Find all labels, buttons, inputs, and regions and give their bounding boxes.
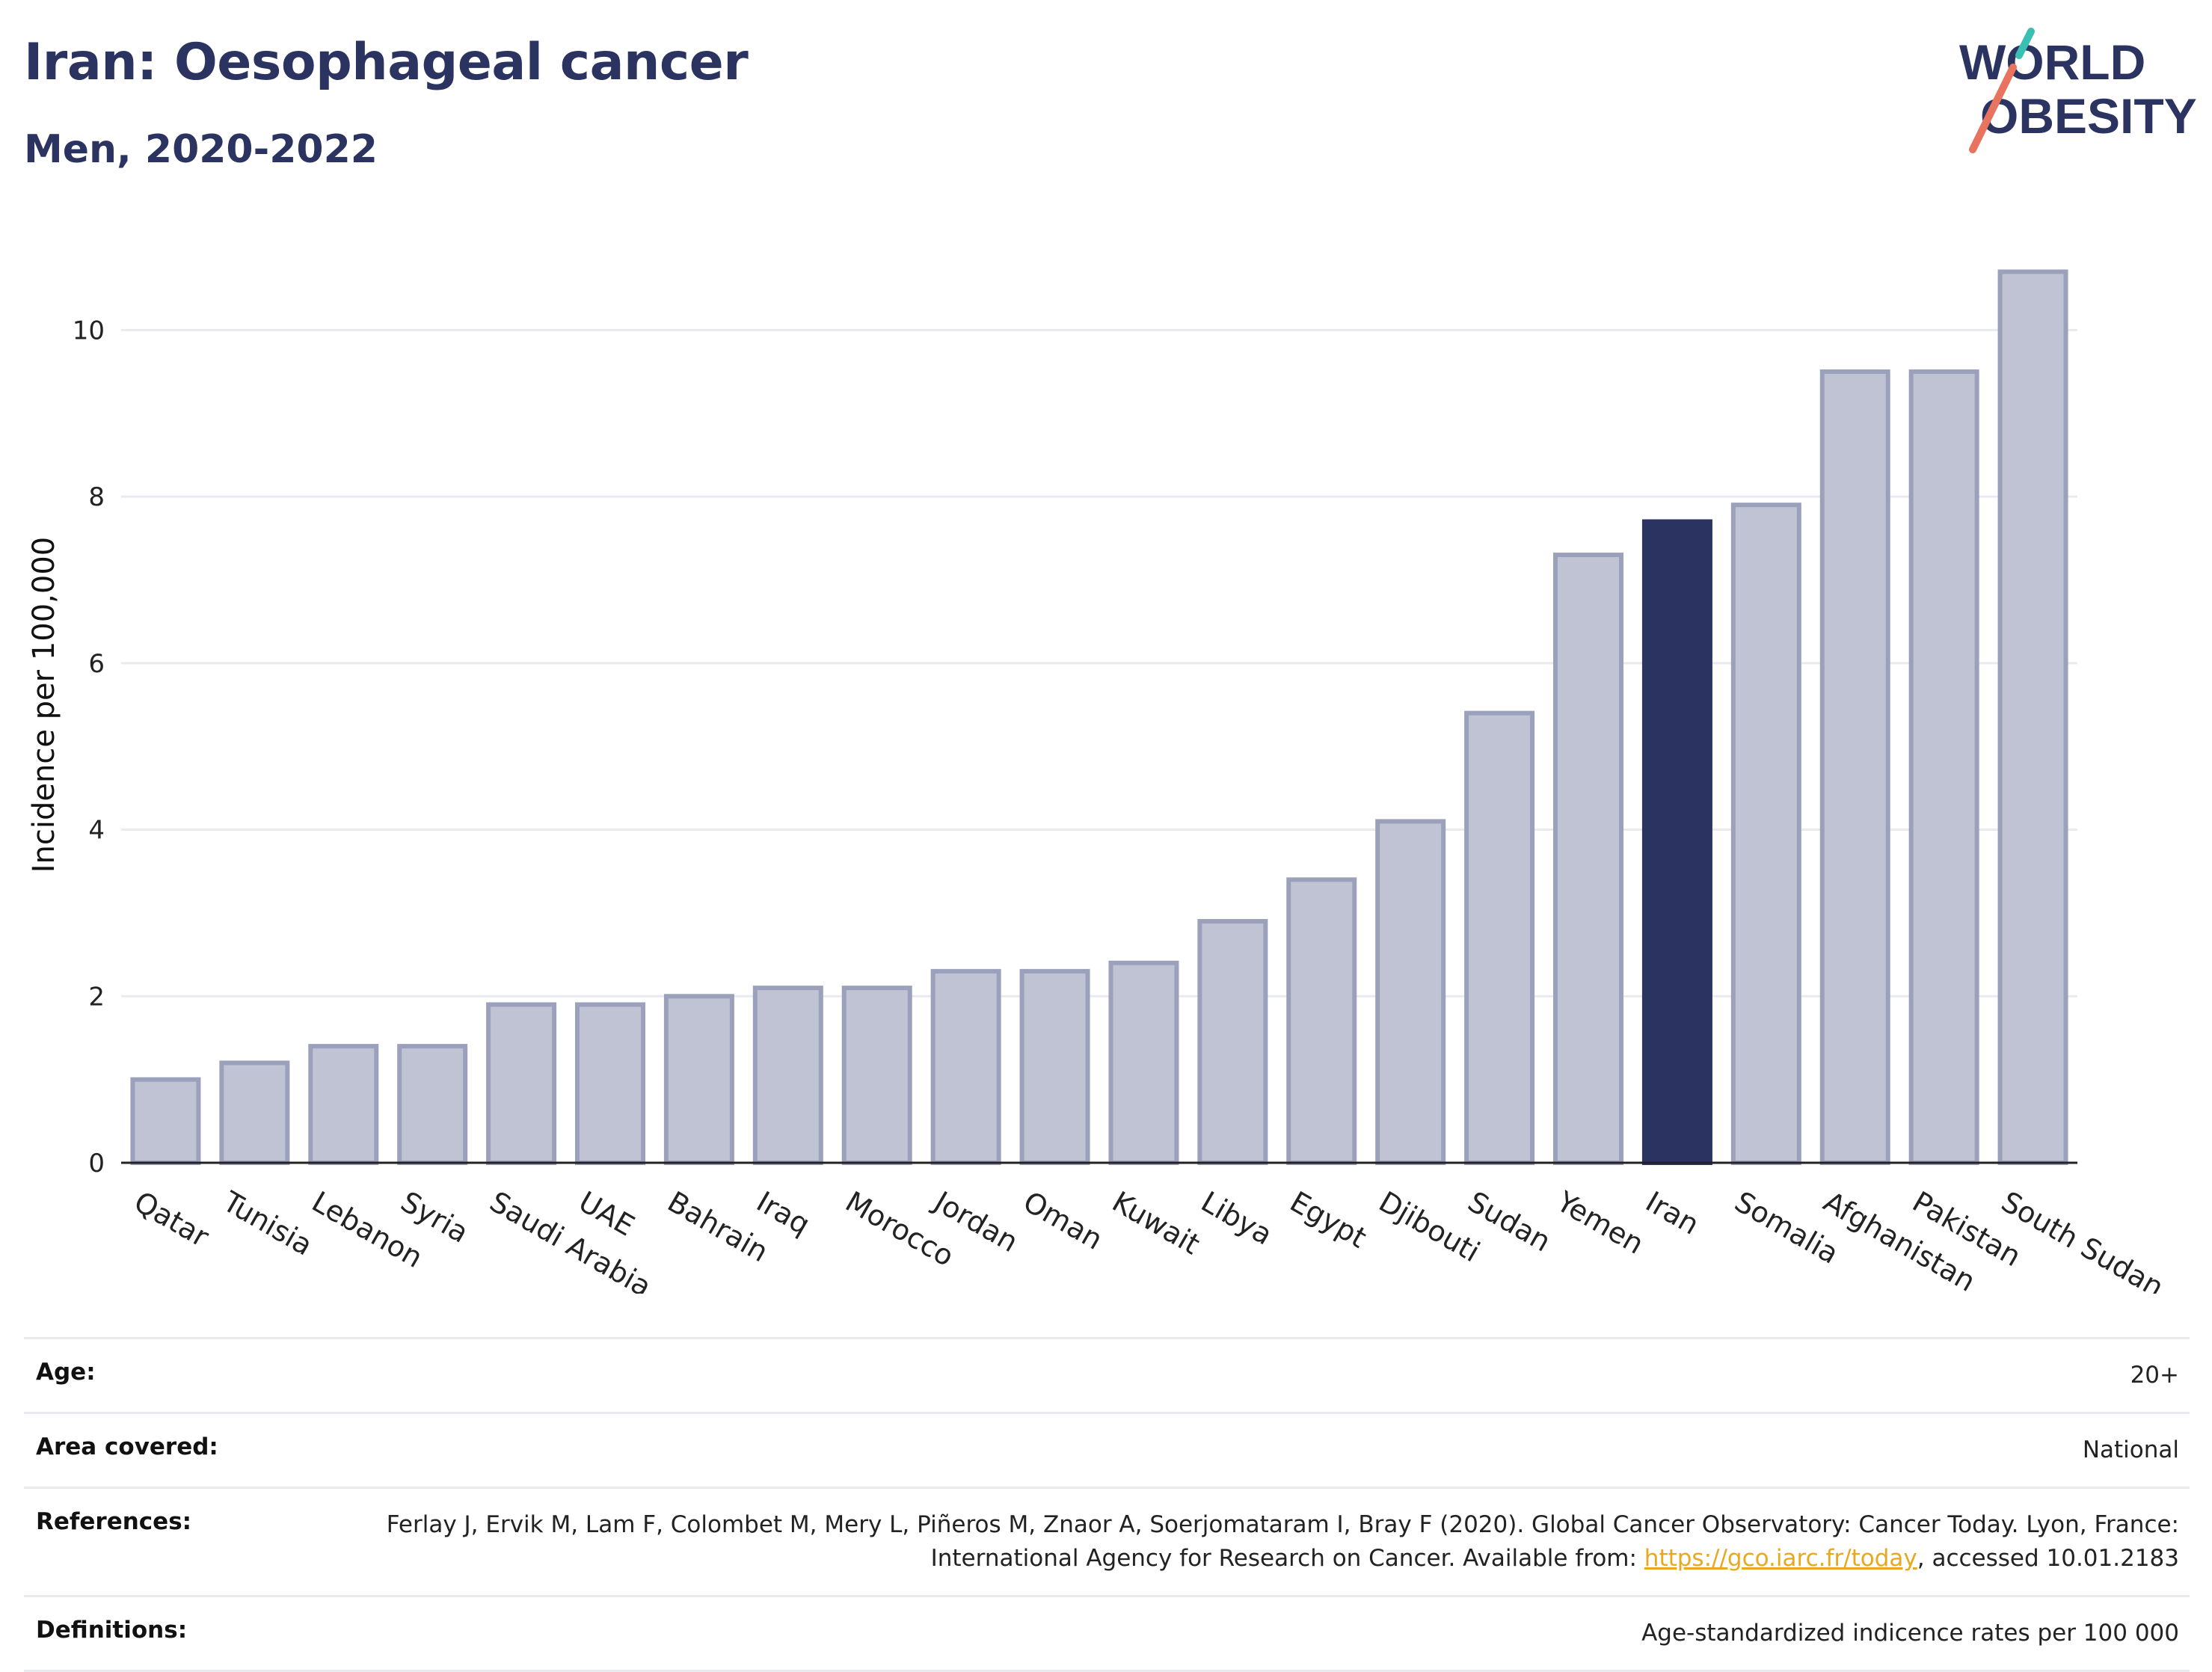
x-tick-label: Djibouti: [1374, 1185, 1486, 1269]
references-link[interactable]: https://gco.iarc.fr/today: [1644, 1544, 1917, 1572]
grid-lines: [121, 328, 2077, 998]
bar-jordan: [930, 968, 1001, 1165]
references-text-part-2: , accessed 10.01.2183: [1917, 1544, 2179, 1572]
x-tick-label: Kuwait: [1107, 1185, 1205, 1261]
y-tick-label: 4: [88, 816, 105, 846]
bar-iraq: [752, 986, 823, 1165]
x-tick-label: Bahrain: [662, 1185, 773, 1269]
x-tick-label: Iran: [1640, 1185, 1704, 1241]
references-value: Ferlay J, Ervik M, Lam F, Colombet M, Me…: [384, 1508, 2179, 1576]
x-tick-label: Yemen: [1551, 1184, 1650, 1261]
area-covered-value: National: [2082, 1436, 2179, 1463]
chart-subtitle: Men, 2020-2022: [24, 127, 378, 172]
y-tick-label: 10: [73, 316, 105, 345]
info-row-definitions: Definitions: Age-standardized indicence …: [24, 1597, 2190, 1672]
y-axis-title: Incidence per 100,000: [27, 537, 61, 873]
bar-pakistan: [1908, 369, 1979, 1166]
x-tick-label: Egypt: [1285, 1185, 1372, 1255]
age-value: 20+: [2130, 1362, 2179, 1389]
bar-yemen: [1553, 553, 1623, 1165]
bar-somalia: [1730, 502, 1801, 1165]
y-tick-label: 0: [88, 1149, 105, 1178]
bar-djibouti: [1375, 819, 1446, 1166]
logo-coral-slash: [1969, 64, 2017, 153]
bar-south-sudan: [1997, 269, 2068, 1166]
bar-egypt: [1286, 877, 1357, 1165]
bar-saudi-arabia: [486, 1002, 557, 1165]
bars: [130, 269, 2068, 1166]
bar-iran: [1641, 519, 1712, 1165]
info-row-references: References: Ferlay J, Ervik M, Lam F, Co…: [24, 1489, 2190, 1597]
bar-kuwait: [1108, 960, 1179, 1166]
definitions-value: Age-standardized indicence rates per 100…: [1641, 1619, 2179, 1647]
info-row-area: Area covered: National: [24, 1414, 2190, 1489]
x-tick-label: Tunisia: [217, 1184, 318, 1262]
y-tick-labels: 0 2 4 6 8 10: [73, 316, 105, 1178]
y-tick-label: 6: [88, 649, 105, 679]
y-tick-label: 2: [88, 982, 105, 1012]
info-table: Age: 20+ Area covered: National Referenc…: [24, 1337, 2190, 1672]
bar-sudan: [1464, 710, 1535, 1165]
bar-libya: [1197, 919, 1268, 1166]
x-tick-label: South Sudan: [1996, 1185, 2169, 1294]
bar-oman: [1019, 968, 1090, 1165]
bar-morocco: [841, 986, 912, 1165]
definitions-label: Definitions:: [36, 1616, 188, 1644]
y-tick-label: 8: [88, 482, 105, 512]
x-tick-label: Oman: [1018, 1185, 1108, 1256]
x-tick-label: Saudi Arabia: [485, 1185, 657, 1294]
logo-line-2: OBESITY: [1980, 88, 2197, 144]
bar-afghanistan: [1819, 369, 1890, 1166]
x-tick-label: Qatar: [129, 1185, 215, 1254]
chart-title: Iran: Oesophageal cancer: [24, 33, 749, 92]
bar-bahrain: [663, 994, 734, 1165]
world-obesity-logo: WORLD OBESITY: [1959, 28, 2197, 153]
age-label: Age:: [36, 1359, 96, 1386]
bar-syria: [397, 1044, 468, 1166]
info-row-age: Age: 20+: [24, 1339, 2190, 1414]
bar-uae: [575, 1002, 645, 1165]
logo-line-1: WORLD: [1959, 34, 2145, 90]
bar-qatar: [130, 1077, 201, 1165]
references-label: References:: [36, 1507, 192, 1535]
logo-teal-slash: [2015, 28, 2035, 59]
bar-tunisia: [219, 1060, 290, 1166]
references-text-part-1: Ferlay J, Ervik M, Lam F, Colombet M, Me…: [386, 1510, 2179, 1572]
bar-lebanon: [308, 1044, 379, 1166]
area-covered-label: Area covered:: [36, 1433, 218, 1460]
x-tick-label: Libya: [1196, 1185, 1278, 1252]
